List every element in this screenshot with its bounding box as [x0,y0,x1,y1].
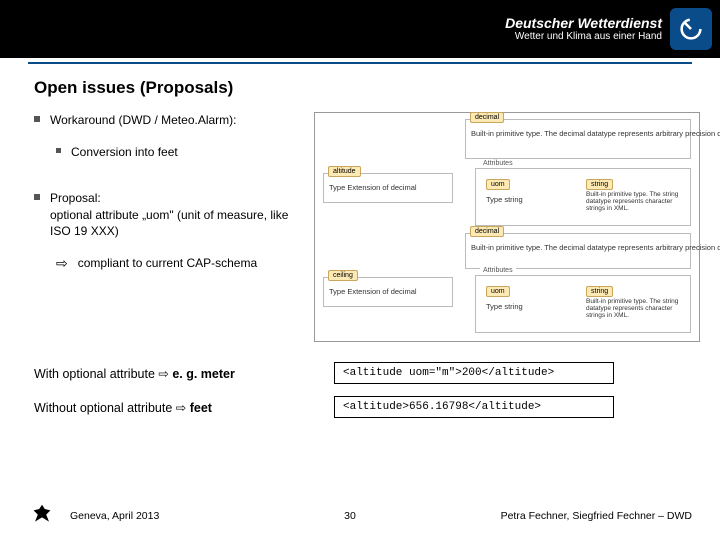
altitude-block: altitude Type Extension of decimal [323,173,453,203]
org-name: Deutscher Wetterdienst [505,16,662,31]
arrow-icon: ⇨ [176,401,186,415]
header-bar: Deutscher Wetterdienst Wetter und Klima … [0,0,720,58]
footer-right: Petra Fechner, Siegfried Fechner – DWD [430,510,692,522]
bullet-1-sub: Conversion into feet [56,144,306,160]
attributes-block-2: Attributes uom Type string string Built-… [475,275,691,333]
example-with-label: With optional attribute ⇨ e. g. meter [34,366,334,381]
string-desc-2: Built-in primitive type. The string data… [586,298,686,319]
footer: Geneva, April 2013 30 Petra Fechner, Sie… [0,502,720,530]
footer-left: Geneva, April 2013 [70,510,270,522]
decimal-block-1: decimal Built-in primitive type. The dec… [465,119,691,159]
bullet-2: Proposal: optional attribute „uom" (unit… [34,190,306,239]
schema-diagram: decimal Built-in primitive type. The dec… [314,112,700,342]
bullet-icon [34,194,40,200]
decimal-desc-2: Built-in primitive type. The decimal dat… [471,243,685,252]
examples-section: With optional attribute ⇨ e. g. meter <a… [34,362,692,418]
dwd-logo-icon [670,8,712,50]
footer-page: 30 [270,510,430,522]
uom-type-2: Type string [486,302,523,311]
example-without-value: feet [186,401,212,415]
example-with-value: e. g. meter [169,367,235,381]
attributes-block-1: Attributes uom Type string string Built-… [475,168,691,226]
bullet-2-arrow: ⇨ compliant to current CAP-schema [56,255,306,272]
ceiling-block: ceiling Type Extension of decimal [323,277,453,307]
bullet-1-sub-text: Conversion into feet [71,144,178,160]
string-desc: Built-in primitive type. The string data… [586,191,686,212]
arrow-icon: ⇨ [158,367,168,381]
decimal-tag-2: decimal [470,226,504,237]
arrow-icon: ⇨ [56,255,68,272]
org-text: Deutscher Wetterdienst Wetter und Klima … [505,16,662,42]
bullet-icon [34,116,40,122]
ceiling-type: Type Extension of decimal [329,287,447,296]
bullet-1: Workaround (DWD / Meteo.Alarm): [34,112,306,128]
slide-title: Open issues (Proposals) [34,78,720,98]
org-tagline: Wetter und Klima aus einer Hand [505,31,662,42]
example-without: Without optional attribute ⇨ feet <altit… [34,396,692,418]
example-without-prefix: Without optional attribute [34,401,176,415]
bullet-1-text: Workaround (DWD / Meteo.Alarm): [50,112,237,128]
example-without-code: <altitude>656.16798</altitude> [334,396,614,418]
string-tag: string [586,179,613,190]
string-tag-2: string [586,286,613,297]
attributes-label-2: Attributes [480,267,516,274]
example-with-code: <altitude uom="m">200</altitude> [334,362,614,384]
altitude-type: Type Extension of decimal [329,183,447,192]
example-with: With optional attribute ⇨ e. g. meter <a… [34,362,692,384]
attributes-label: Attributes [480,160,516,167]
example-with-prefix: With optional attribute [34,367,158,381]
uom-tag-2: uom [486,286,510,297]
org-block: Deutscher Wetterdienst Wetter und Klima … [505,8,712,50]
example-without-label: Without optional attribute ⇨ feet [34,400,334,415]
content-row: Workaround (DWD / Meteo.Alarm): Conversi… [0,112,720,342]
decimal-block-2: decimal Built-in primitive type. The dec… [465,233,691,269]
ceiling-tag: ceiling [328,270,358,281]
uom-tag: uom [486,179,510,190]
bullet-2-arrow-text: compliant to current CAP-schema [78,255,257,272]
header-rule [28,62,692,64]
bullet-column: Workaround (DWD / Meteo.Alarm): Conversi… [0,112,306,342]
eagle-icon [28,502,56,530]
bullet-2-text: Proposal: optional attribute „uom" (unit… [50,190,306,239]
bullet-icon [56,148,61,153]
decimal-tag: decimal [470,112,504,123]
uom-type: Type string [486,195,523,204]
altitude-tag: altitude [328,166,361,177]
decimal-desc: Built-in primitive type. The decimal dat… [471,129,685,138]
